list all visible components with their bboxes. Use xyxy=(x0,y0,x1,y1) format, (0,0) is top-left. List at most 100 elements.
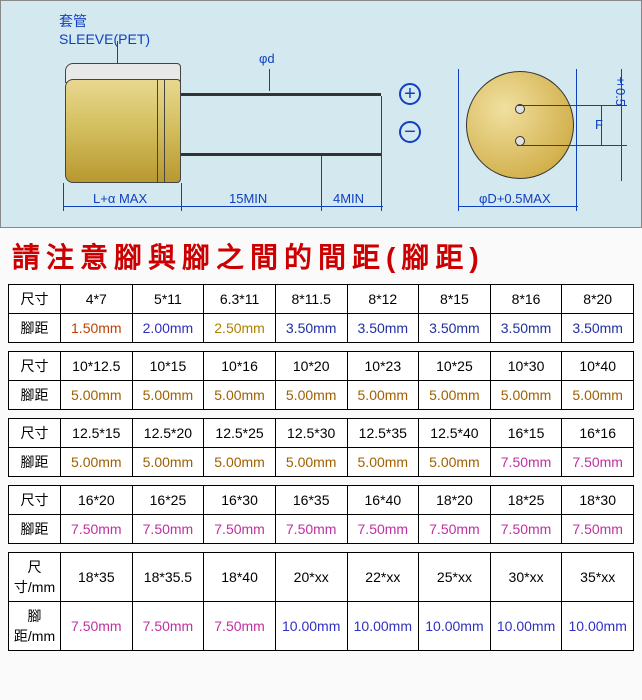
pitch-cell: 7.50mm xyxy=(562,448,634,477)
pitch-header: 腳距 xyxy=(9,381,61,410)
size-cell: 10*30 xyxy=(490,352,562,381)
size-cell: 18*20 xyxy=(419,486,491,515)
dim-4min: 4MIN xyxy=(333,191,364,206)
pitch-cell: 3.50mm xyxy=(490,314,562,343)
pitch-table: 尺寸4*75*116.3*118*11.58*128*158*168*20腳距1… xyxy=(8,284,634,343)
pitch-cell: 7.50mm xyxy=(204,602,276,651)
size-cell: 8*12 xyxy=(347,285,419,314)
size-cell: 25*xx xyxy=(419,553,491,602)
size-cell: 18*35.5 xyxy=(132,553,204,602)
dim-15min: 15MIN xyxy=(229,191,267,206)
pitch-cell: 5.00mm xyxy=(275,381,347,410)
pitch-cell: 3.50mm xyxy=(419,314,491,343)
pitch-cell: 7.50mm xyxy=(347,515,419,544)
pitch-cell: 7.50mm xyxy=(61,602,133,651)
size-cell: 8*15 xyxy=(419,285,491,314)
size-cell: 6.3*11 xyxy=(204,285,276,314)
pitch-warning: 請注意腳與腳之間的間距(腳距) xyxy=(0,228,642,284)
pitch-cell: 3.50mm xyxy=(347,314,419,343)
size-cell: 5*11 xyxy=(132,285,204,314)
pitch-header: 腳距 xyxy=(9,515,61,544)
size-cell: 16*15 xyxy=(490,419,562,448)
size-cell: 18*30 xyxy=(562,486,634,515)
size-cell: 12.5*40 xyxy=(419,419,491,448)
size-header: 尺寸 xyxy=(9,285,61,314)
pitch-cell: 7.50mm xyxy=(562,515,634,544)
pitch-cell: 7.50mm xyxy=(204,515,276,544)
size-cell: 18*25 xyxy=(490,486,562,515)
pitch-cell: 7.50mm xyxy=(132,515,204,544)
pitch-cell: 5.00mm xyxy=(347,448,419,477)
pitch-cell: 5.00mm xyxy=(419,381,491,410)
size-header: 尺寸/mm xyxy=(9,553,61,602)
cap-ridge xyxy=(157,79,165,183)
size-cell: 16*35 xyxy=(275,486,347,515)
polarity-minus-icon: − xyxy=(399,121,421,143)
sleeve-cn: 套管 xyxy=(59,13,87,29)
sleeve-leader xyxy=(117,41,118,63)
size-cell: 10*20 xyxy=(275,352,347,381)
dim-baseline xyxy=(63,206,383,207)
pitch-cell: 7.50mm xyxy=(419,515,491,544)
pitch-cell: 5.00mm xyxy=(204,448,276,477)
size-header: 尺寸 xyxy=(9,352,61,381)
phi-d-label: φd xyxy=(259,51,275,66)
size-cell: 10*25 xyxy=(419,352,491,381)
pitch-cell: 10.00mm xyxy=(419,602,491,651)
pitch-header: 腳距/mm xyxy=(9,602,61,651)
pitch-table: 尺寸10*12.510*1510*1610*2010*2310*2510*301… xyxy=(8,351,634,410)
pitch-table: 尺寸12.5*1512.5*2012.5*2512.5*3012.5*3512.… xyxy=(8,418,634,477)
size-cell: 10*23 xyxy=(347,352,419,381)
pitch-cell: 3.50mm xyxy=(275,314,347,343)
pitch-cell: 5.00mm xyxy=(275,448,347,477)
pitch-cell: 7.50mm xyxy=(61,515,133,544)
size-cell: 12.5*20 xyxy=(132,419,204,448)
pitch-header: 腳距 xyxy=(9,314,61,343)
pitch-cell: 10.00mm xyxy=(562,602,634,651)
size-cell: 18*35 xyxy=(61,553,133,602)
pitch-cell: 10.00mm xyxy=(347,602,419,651)
size-cell: 18*40 xyxy=(204,553,276,602)
size-cell: 12.5*30 xyxy=(275,419,347,448)
dim-D: φD+0.5MAX xyxy=(479,191,551,206)
size-cell: 16*30 xyxy=(204,486,276,515)
pitch-cell: 10.00mm xyxy=(275,602,347,651)
pitch-cell: 7.50mm xyxy=(132,602,204,651)
sleeve-label: 套管 SLEEVE(PET) xyxy=(59,11,150,47)
pitch-tables: 尺寸4*75*116.3*118*11.58*128*158*168*20腳距1… xyxy=(0,284,642,665)
pitch-cell: 10.00mm xyxy=(490,602,562,651)
pitch-cell: 2.00mm xyxy=(132,314,204,343)
pitch-cell: 2.50mm xyxy=(204,314,276,343)
size-cell: 10*15 xyxy=(132,352,204,381)
size-cell: 16*40 xyxy=(347,486,419,515)
pitch-table: 尺寸/mm18*3518*35.518*4020*xx22*xx25*xx30*… xyxy=(8,552,634,651)
dim-05: ±0.5 xyxy=(613,73,628,106)
capacitor-diagram: 套管 SLEEVE(PET) + − φd L+α MAX 15MIN 4MIN… xyxy=(0,0,642,228)
size-cell: 12.5*25 xyxy=(204,419,276,448)
dim-F: F xyxy=(595,117,603,132)
pitch-cell: 5.00mm xyxy=(132,448,204,477)
pitch-cell: 7.50mm xyxy=(490,448,562,477)
size-cell: 10*40 xyxy=(562,352,634,381)
pitch-cell: 7.50mm xyxy=(275,515,347,544)
pitch-header: 腳距 xyxy=(9,448,61,477)
pitch-cell: 5.00mm xyxy=(61,381,133,410)
top-view-circle xyxy=(466,71,574,179)
pitch-cell: 3.50mm xyxy=(562,314,634,343)
size-cell: 16*16 xyxy=(562,419,634,448)
size-cell: 22*xx xyxy=(347,553,419,602)
size-cell: 10*12.5 xyxy=(61,352,133,381)
size-cell: 20*xx xyxy=(275,553,347,602)
pitch-cell: 7.50mm xyxy=(490,515,562,544)
polarity-plus-icon: + xyxy=(399,83,421,105)
dim-L: L+α MAX xyxy=(93,191,147,206)
pitch-cell: 5.00mm xyxy=(419,448,491,477)
size-cell: 16*20 xyxy=(61,486,133,515)
pitch-table: 尺寸16*2016*2516*3016*3516*4018*2018*2518*… xyxy=(8,485,634,544)
size-cell: 8*16 xyxy=(490,285,562,314)
lead-positive xyxy=(181,93,381,96)
lead-negative xyxy=(181,153,381,156)
phi-d-leader xyxy=(269,69,270,91)
pitch-cell: 5.00mm xyxy=(204,381,276,410)
size-cell: 8*11.5 xyxy=(275,285,347,314)
